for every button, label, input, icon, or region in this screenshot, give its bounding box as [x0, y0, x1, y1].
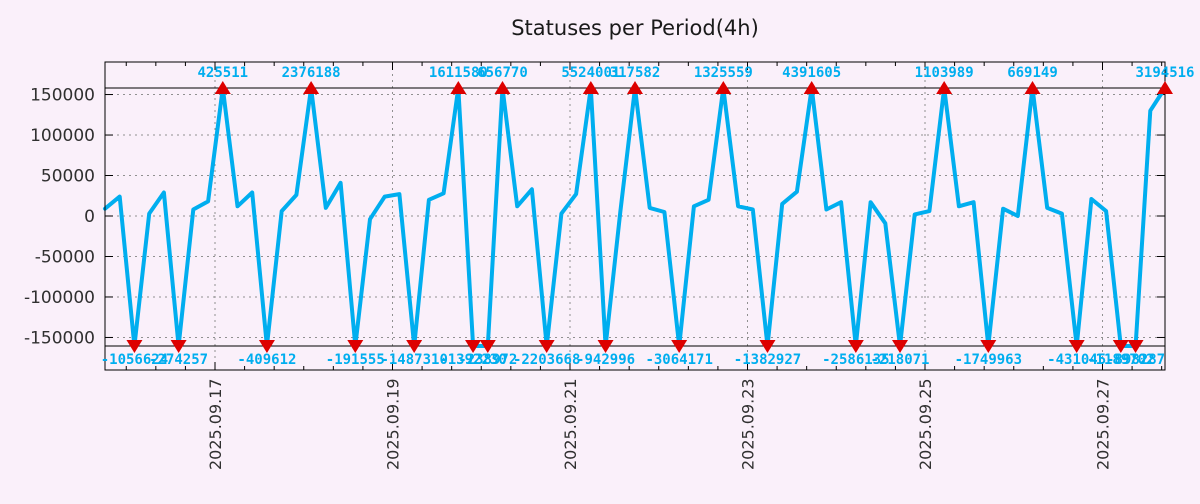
valley-marker	[406, 340, 423, 353]
plot-border	[104, 61, 1166, 371]
valley-value-label: -1487310	[380, 352, 447, 368]
valley-marker	[892, 340, 908, 353]
valley-marker	[980, 340, 997, 353]
x-tick-label: 2025.09.17	[206, 378, 225, 470]
peak-marker	[803, 81, 820, 94]
valley-marker	[126, 340, 143, 353]
peak-value-label: 656770	[477, 65, 528, 81]
valley-value-label: -1056624	[101, 352, 168, 368]
valley-marker	[258, 340, 275, 353]
peak-value-label: 1325559	[694, 65, 753, 81]
valley-marker	[347, 340, 364, 353]
valley-value-label: -898287	[1106, 352, 1165, 368]
y-tick-label: -150000	[24, 328, 95, 348]
peak-marker	[214, 81, 231, 94]
peak-value-label: 669149	[1007, 65, 1058, 81]
valley-value-label: -191555	[326, 352, 385, 368]
valley-value-label: -3064171	[645, 352, 712, 368]
y-tick-label: -50000	[35, 247, 95, 267]
valley-marker	[671, 340, 688, 353]
x-tick-label: 2025.09.23	[739, 378, 758, 470]
peak-marker	[936, 81, 953, 94]
valley-value-label: -2586135	[822, 352, 889, 368]
peak-value-label: 4391605	[782, 65, 841, 81]
y-tick-label: -100000	[24, 288, 95, 308]
valley-value-label: -1749963	[955, 352, 1022, 368]
valley-value-label: -1392230	[439, 352, 506, 368]
valley-marker	[465, 340, 482, 353]
y-tick-label: 100000	[30, 126, 95, 146]
valley-value-label: -218071	[870, 352, 929, 368]
valley-value-label: -942996	[576, 352, 635, 368]
peak-marker	[627, 81, 643, 94]
valley-value-label: -1189702	[1087, 352, 1154, 368]
peak-value-label: 2376188	[282, 65, 341, 81]
peak-marker	[582, 81, 599, 94]
x-tick-label: 2025.09.25	[916, 378, 935, 470]
peak-value-label: 1611580	[429, 65, 488, 81]
peak-value-label: 1103989	[915, 65, 974, 81]
valley-value-label: -274257	[149, 352, 208, 368]
valley-value-label: -2203668	[513, 352, 580, 368]
peak-marker	[303, 81, 320, 94]
valley-value-label: -238972	[458, 352, 517, 368]
peak-marker	[494, 81, 511, 94]
valley-marker	[1127, 340, 1144, 353]
valley-marker	[759, 340, 776, 353]
valley-marker	[847, 340, 864, 353]
peak-value-label: 5524001	[561, 65, 620, 81]
peak-value-label: 3194516	[1135, 65, 1194, 81]
valley-value-label: -431045	[1047, 352, 1106, 368]
peak-marker	[1024, 81, 1041, 94]
y-tick-label: 150000	[30, 86, 95, 106]
x-tick-label: 2025.09.21	[561, 378, 580, 470]
valley-marker	[1068, 340, 1085, 353]
peak-marker	[1157, 81, 1173, 94]
chart-title: Statuses per Period(4h)	[511, 16, 759, 40]
valley-marker	[479, 340, 496, 353]
valley-marker	[170, 340, 187, 353]
peak-value-label: 317582	[610, 65, 661, 81]
series-line	[103, 86, 1167, 348]
peak-marker	[715, 81, 732, 94]
x-tick-label: 2025.09.27	[1094, 378, 1113, 470]
valley-value-label: -409612	[237, 352, 296, 368]
valley-marker	[538, 340, 555, 353]
y-tick-label: 50000	[41, 167, 95, 187]
valley-marker	[597, 340, 614, 353]
peak-value-label: 425511	[197, 65, 248, 81]
y-tick-label: 0	[84, 207, 95, 227]
x-tick-label: 2025.09.19	[384, 378, 403, 470]
peak-marker	[450, 81, 467, 94]
valley-value-label: -1382927	[734, 352, 801, 368]
valley-marker	[1112, 340, 1129, 353]
